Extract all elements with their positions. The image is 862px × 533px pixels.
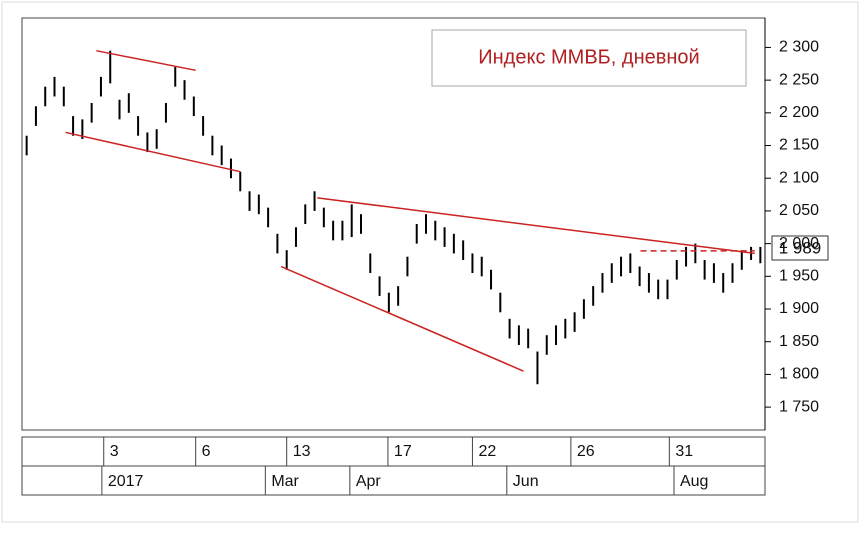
y-tick-label: 1 950 [779,268,819,285]
x-tick-label: 22 [478,443,496,460]
y-tick-label: 2 050 [779,202,819,219]
last-value-box [771,235,829,261]
trend-line [65,131,241,173]
title-box [431,29,747,87]
x-tick-label: Jun [513,473,539,490]
y-tick-label: 2 000 [779,235,819,252]
x-tick-label: 3 [110,443,119,460]
y-tick-label: 1 900 [779,300,819,317]
x-tick-label: 6 [202,443,211,460]
y-tick-label: 2 150 [779,137,819,154]
x-tick-label: 2017 [108,473,144,490]
y-tick-label: 2 200 [779,104,819,121]
x-tick-label: 31 [675,443,693,460]
x-tick-label: 13 [293,443,311,460]
y-tick-label: 1 850 [779,333,819,350]
y-tick-label: 2 300 [779,39,819,56]
trend-line [317,197,755,255]
chart-title: Индекс ММВБ, дневной [478,46,699,68]
trend-line [96,49,196,72]
x-tick-label: Mar [271,473,299,490]
trend-line [280,265,524,372]
y-tick-label: 1 800 [779,366,819,383]
x-tick-label: Apr [356,473,382,490]
x-tick-label: 17 [394,443,412,460]
x-tick-label: 26 [577,443,595,460]
x-tick-label: Aug [680,473,708,490]
y-tick-label: 2 100 [779,169,819,186]
plot-area [21,17,766,431]
last-value-label: 1 989 [779,238,822,257]
y-tick-label: 2 250 [779,71,819,88]
y-tick-label: 1 750 [779,398,819,415]
